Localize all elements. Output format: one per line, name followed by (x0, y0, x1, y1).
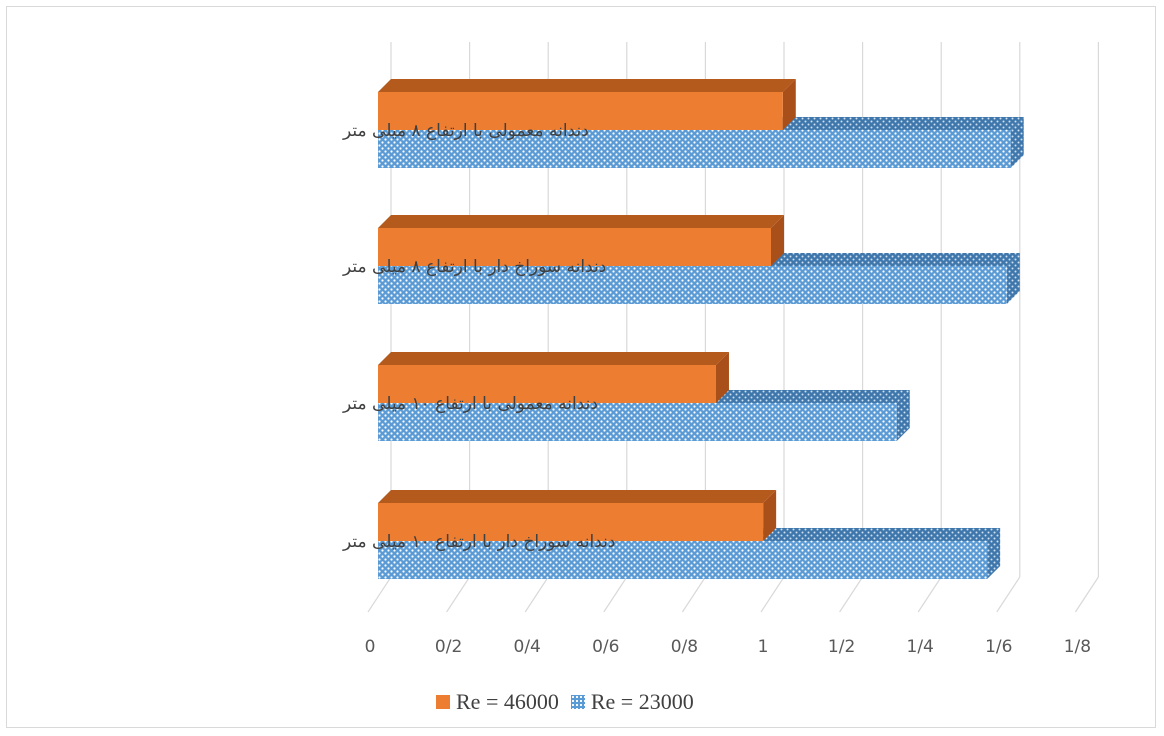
bar-re-46000-top (378, 490, 777, 503)
bar-re-46000 (378, 352, 729, 403)
bar-re-46000-front (378, 92, 783, 130)
floor-gridline (367, 576, 392, 613)
legend-item-series-2: Re = 23000 (570, 689, 694, 715)
bar-re-46000-top (378, 352, 729, 365)
x-tick-label: 1/6 (985, 637, 1012, 657)
floor-gridline (681, 576, 706, 613)
bar-re-46000 (378, 79, 796, 130)
bar-re-23000-side (1006, 253, 1020, 304)
legend-item-series-1: Re = 46000 (436, 689, 559, 715)
x-tick-label: 0/4 (514, 637, 541, 657)
bar-re-46000-front (378, 365, 716, 403)
bar-re-46000-top (378, 215, 784, 228)
x-tick-label: 0/2 (435, 637, 462, 657)
category-label: دندانه معمولی با ارتفاع ۸ میلی متر (342, 121, 589, 141)
bar-re-46000-side (782, 79, 796, 130)
floor-gridline (1074, 576, 1099, 613)
x-tick-label: 0 (365, 637, 376, 657)
bar-re-23000-side (987, 528, 1001, 579)
floor-gridline (917, 576, 942, 613)
floor-gridline (524, 576, 549, 613)
bar-re-46000-side (771, 215, 784, 266)
bar-re-23000-side (1010, 117, 1024, 168)
bar-re-46000 (378, 490, 777, 541)
category-label: دندانه سوراخ دار با ارتفاع ۱۰ میلی متر (342, 532, 615, 552)
bar-re-23000-front (378, 266, 1007, 304)
bar-re-23000-front (378, 130, 1011, 168)
x-tick-label: 1 (758, 637, 769, 657)
bar-re-46000-side (715, 352, 729, 403)
bar-re-23000-front (378, 541, 988, 579)
bar-re-46000-side (763, 490, 777, 541)
legend-label: Re = 46000 (456, 689, 559, 714)
x-tick-label: 1/4 (907, 637, 934, 657)
floor-gridline (446, 576, 471, 613)
bar-re-23000-front (378, 403, 897, 441)
x-tick-label: 0/6 (592, 637, 619, 657)
bar-re-46000-front (378, 228, 771, 266)
x-tick-label: 1/8 (1064, 637, 1091, 657)
floor-gridline (603, 576, 628, 613)
floor-gridline (839, 576, 864, 613)
x-tick-label: 1/2 (828, 637, 855, 657)
legend: Re = 46000 Re = 23000 (436, 688, 706, 716)
legend-swatch-orange (436, 695, 450, 709)
category-label: دندانه معمولی با ارتفاع ۱۰ میلی متر (342, 394, 598, 414)
floor-gridline (996, 576, 1021, 613)
legend-label: Re = 23000 (590, 689, 694, 714)
category-label: دندانه سوراخ دار با ارتفاع ۸ میلی متر (342, 257, 606, 277)
bar-re-23000-side (896, 390, 910, 441)
bar-re-46000-front (378, 503, 764, 541)
legend-swatch-blue-dotted (570, 695, 585, 709)
bar-re-46000 (378, 215, 784, 266)
floor-gridline (760, 576, 785, 613)
x-tick-label: 0/8 (671, 637, 698, 657)
bar-re-46000-top (378, 79, 796, 92)
